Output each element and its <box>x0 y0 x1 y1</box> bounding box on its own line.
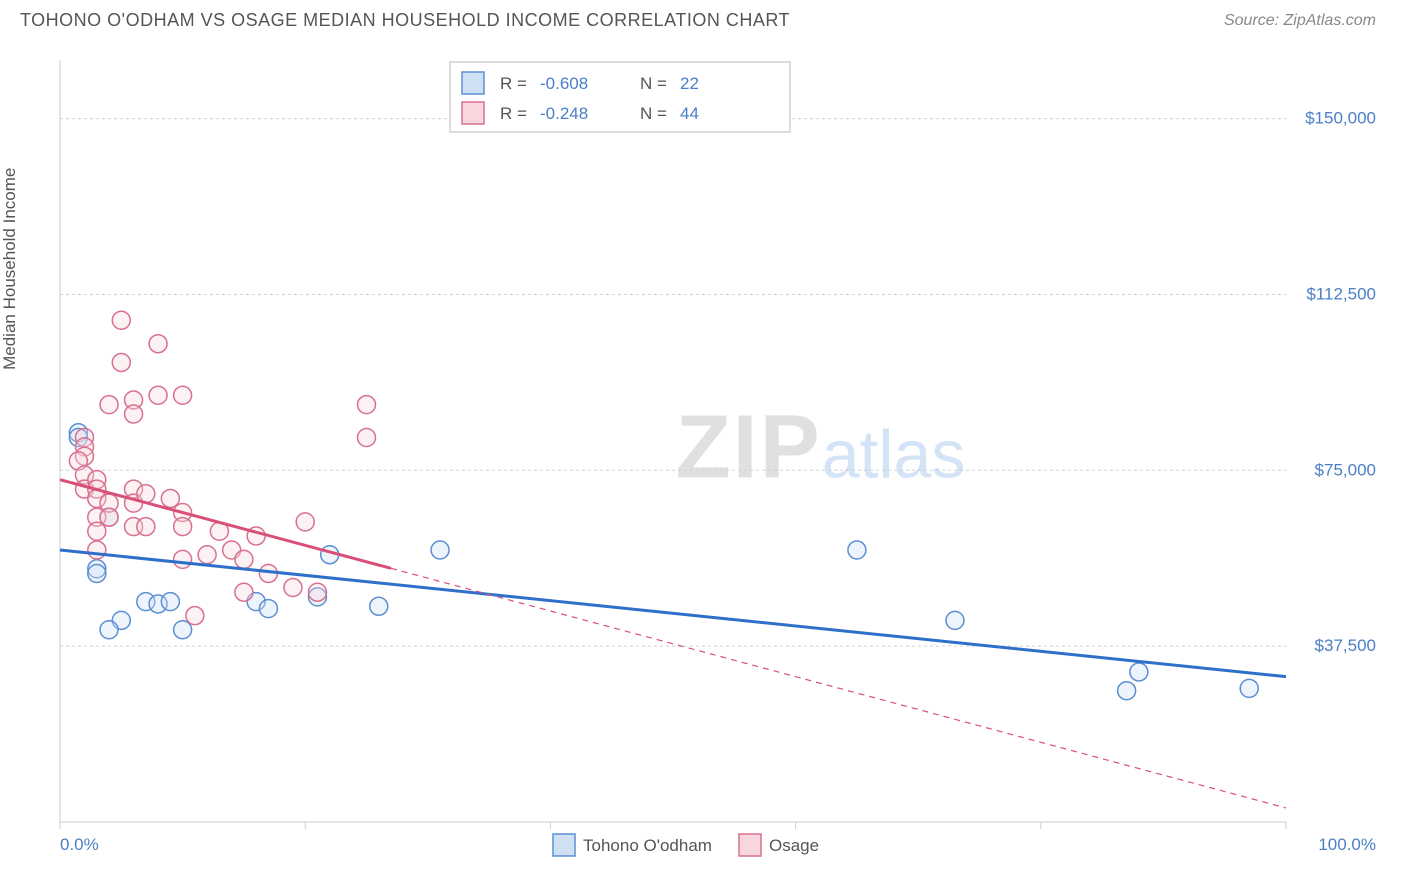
point-osage <box>186 607 204 625</box>
point-osage <box>174 386 192 404</box>
y-axis-label: Median Household Income <box>0 168 20 370</box>
point-tohono <box>1130 663 1148 681</box>
point-osage <box>149 386 167 404</box>
point-tohono <box>1240 679 1258 697</box>
point-osage <box>112 353 130 371</box>
point-tohono <box>259 600 277 618</box>
legend-n-val: 22 <box>680 74 699 93</box>
point-osage <box>358 396 376 414</box>
point-osage <box>88 541 106 559</box>
point-osage <box>161 489 179 507</box>
point-tohono <box>370 597 388 615</box>
legend-r-val: -0.608 <box>540 74 588 93</box>
legend-n-val: 44 <box>680 104 699 123</box>
legend-swatch <box>462 102 484 124</box>
legend-n-label: N = <box>640 74 667 93</box>
y-tick-label: $150,000 <box>1305 109 1376 128</box>
y-tick-label: $75,000 <box>1315 460 1376 479</box>
series-swatch <box>739 834 761 856</box>
point-tohono <box>1118 682 1136 700</box>
point-osage <box>112 311 130 329</box>
watermark: ZIPatlas <box>676 397 966 497</box>
point-osage <box>174 550 192 568</box>
y-tick-label: $112,500 <box>1306 284 1376 303</box>
point-osage <box>308 583 326 601</box>
series-swatch <box>553 834 575 856</box>
point-osage <box>198 546 216 564</box>
chart-title: TOHONO O'ODHAM VS OSAGE MEDIAN HOUSEHOLD… <box>20 10 790 31</box>
point-osage <box>100 508 118 526</box>
point-osage <box>88 522 106 540</box>
point-osage <box>235 550 253 568</box>
point-tohono <box>100 621 118 639</box>
x-min-label: 0.0% <box>60 835 99 854</box>
point-osage <box>137 518 155 536</box>
series-label: Osage <box>769 836 819 855</box>
point-tohono <box>848 541 866 559</box>
y-tick-label: $37,500 <box>1315 636 1376 655</box>
point-osage <box>296 513 314 531</box>
point-osage <box>125 405 143 423</box>
point-tohono <box>161 593 179 611</box>
point-osage <box>235 583 253 601</box>
chart-source: Source: ZipAtlas.com <box>1224 12 1376 30</box>
point-osage <box>358 428 376 446</box>
point-osage <box>174 518 192 536</box>
x-max-label: 100.0% <box>1318 835 1376 854</box>
point-tohono <box>431 541 449 559</box>
legend-r-label: R = <box>500 104 527 123</box>
legend-r-label: R = <box>500 74 527 93</box>
series-label: Tohono O'odham <box>583 836 712 855</box>
legend-n-label: N = <box>640 104 667 123</box>
legend-r-val: -0.248 <box>540 104 588 123</box>
point-osage <box>149 335 167 353</box>
point-tohono <box>88 564 106 582</box>
scatter-chart: ZIPatlas $37,500 $75,000 $112,500 $150,000 0.… <box>20 50 1386 872</box>
trendline-osage-dash <box>391 568 1286 808</box>
point-osage <box>284 579 302 597</box>
point-osage <box>100 396 118 414</box>
trendline-tohono <box>60 550 1286 677</box>
point-tohono <box>174 621 192 639</box>
point-tohono <box>946 611 964 629</box>
legend-swatch <box>462 72 484 94</box>
